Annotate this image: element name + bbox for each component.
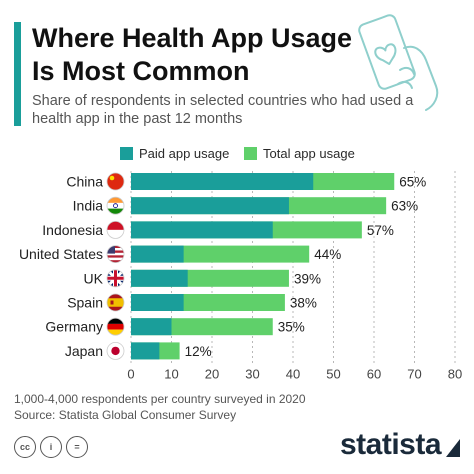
flag-outline	[106, 269, 125, 288]
legend-item-paid: Paid app usage	[120, 146, 229, 161]
legend-label-paid: Paid app usage	[139, 146, 230, 161]
bar-paid	[131, 173, 314, 190]
footnote: 1,000-4,000 respondents per country surv…	[14, 391, 306, 423]
category-label: Germany	[45, 319, 103, 335]
category-label: Indonesia	[42, 222, 103, 238]
japan-flag-icon	[107, 342, 124, 360]
x-tick-label: 0	[127, 367, 134, 382]
page-title: Where Health App Usage Is Most Common	[32, 23, 353, 86]
flag-disc	[111, 346, 120, 356]
china-flag-icon	[107, 173, 124, 190]
flag-stripe	[107, 221, 124, 230]
license-badges: cc i =	[14, 436, 88, 458]
flag-outline	[106, 196, 125, 215]
info-icon[interactable]: i	[40, 436, 62, 458]
legend-item-total: Total app usage	[244, 146, 355, 161]
flag-stripe	[107, 202, 124, 209]
flag-stripe	[107, 229, 124, 239]
legend-swatch-paid	[120, 147, 133, 160]
flag-wheel	[113, 203, 118, 209]
flag-stripe	[107, 248, 124, 251]
x-tick-label: 70	[407, 367, 421, 382]
category-label: India	[73, 198, 104, 214]
flag-canton	[107, 245, 115, 254]
data-label: 57%	[367, 223, 394, 238]
flag-star	[109, 175, 115, 181]
bar-paid	[131, 221, 273, 239]
title-accent-bar	[14, 22, 21, 126]
statista-logo: statista	[340, 428, 442, 461]
usa-flag-icon	[107, 245, 124, 263]
category-label: UK	[84, 270, 104, 286]
phone-heart-icon	[358, 14, 439, 111]
flag-stripe	[107, 255, 124, 258]
flag-stripe	[107, 252, 124, 256]
flag-outline	[106, 220, 125, 239]
footnote-source: Source: Statista Global Consumer Survey	[14, 408, 237, 422]
flag-stripe	[107, 329, 124, 336]
bar-paid	[131, 197, 289, 215]
flag-outline	[106, 341, 125, 360]
flag-stripe	[107, 197, 124, 203]
category-label: United States	[19, 246, 103, 262]
no-derivatives-icon[interactable]: =	[66, 436, 88, 458]
flag-stripe	[107, 318, 124, 324]
cc-icon[interactable]: cc	[14, 436, 36, 458]
data-label: 38%	[290, 296, 317, 311]
page-subtitle: Share of respondents in selected countri…	[32, 93, 414, 127]
category-label: Spain	[67, 295, 103, 311]
data-label: 39%	[294, 271, 321, 286]
legend-label-total: Total app usage	[263, 146, 355, 161]
bar-paid	[131, 294, 184, 311]
x-tick-label: 30	[245, 367, 259, 382]
flag-stripe	[107, 245, 124, 249]
flag-outline	[106, 172, 125, 191]
bar-paid	[131, 245, 184, 263]
category-label: Japan	[65, 343, 103, 359]
flag-emblem	[110, 300, 114, 305]
flag-stripe	[107, 257, 124, 261]
flag-stripe	[107, 323, 124, 330]
flag-cross	[107, 269, 124, 287]
data-label: 63%	[391, 199, 418, 214]
flag-stripe	[107, 260, 124, 263]
x-tick-label: 20	[205, 367, 219, 382]
bar-paid	[131, 318, 172, 336]
x-tick-label: 50	[326, 367, 340, 382]
flag-outline	[106, 293, 125, 312]
data-label: 35%	[278, 320, 305, 335]
data-label: 65%	[399, 175, 426, 190]
germany-flag-icon	[107, 318, 124, 336]
data-label: 44%	[314, 247, 341, 262]
flag-outline	[106, 245, 125, 264]
x-tick-label: 60	[367, 367, 381, 382]
data-label: 12%	[185, 344, 212, 359]
flag-stripe	[107, 208, 124, 215]
footnote-note: 1,000-4,000 respondents per country surv…	[14, 392, 306, 406]
spain-flag-icon	[107, 294, 124, 311]
flag-band	[107, 298, 124, 307]
statista-mark-icon	[446, 439, 460, 457]
flag-outline	[106, 317, 125, 336]
flag-stripe	[107, 250, 124, 253]
category-label: China	[66, 174, 103, 190]
x-tick-label: 40	[286, 367, 300, 382]
india-flag-icon	[107, 197, 124, 215]
x-tick-label: 80	[448, 367, 462, 382]
indonesia-flag-icon	[107, 221, 124, 239]
legend-swatch-total	[244, 147, 257, 160]
x-tick-label: 10	[164, 367, 178, 382]
bar-paid	[131, 269, 188, 287]
bar-paid	[131, 342, 160, 360]
uk-flag-icon	[107, 269, 124, 287]
